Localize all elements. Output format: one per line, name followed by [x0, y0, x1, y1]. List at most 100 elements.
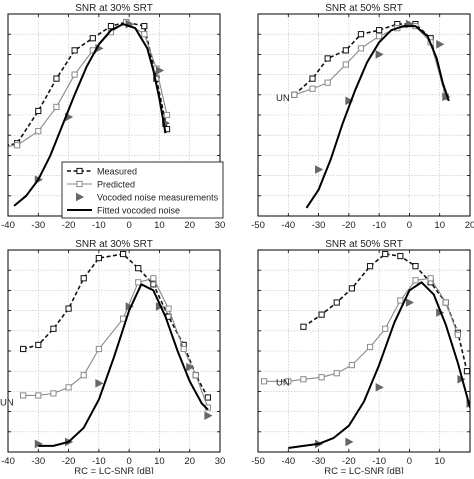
predicted-point [163, 111, 171, 119]
predicted-point [180, 345, 187, 353]
vocoded-point [345, 96, 354, 106]
plot-area [0, 18, 171, 207]
plot-area [291, 19, 451, 209]
vocoded-point [405, 298, 415, 307]
predicted-point [20, 392, 27, 399]
measured-point [412, 263, 419, 270]
legend: Measured Predicted Vocoded noise measureme… [61, 161, 224, 219]
plot-area [20, 250, 213, 449]
predicted-point [309, 85, 316, 92]
measured-point [141, 23, 148, 30]
measured-point [89, 35, 96, 42]
series-predicted-line [264, 277, 459, 382]
predicted-point [324, 79, 331, 86]
predicted-point [13, 142, 21, 149]
x-tick-label: 20 [465, 220, 474, 231]
measured-point [382, 250, 389, 258]
x-tick-label: -10 [92, 220, 106, 231]
x-tick-label: -10 [92, 456, 106, 467]
predicted-point [71, 71, 78, 78]
measured-point [65, 305, 72, 312]
predicted-point [300, 376, 307, 383]
series-predicted-line [294, 25, 447, 97]
panel-bottom-left: -40 -30 -20 -10 0 10 20 30 SNR at 30% SRT RC = LC… [0, 239, 226, 477]
x-tick-label: 30 [215, 456, 226, 467]
predicted-point [80, 372, 87, 379]
legend-marker-vocoded [76, 192, 85, 202]
legend-marker-measured [76, 167, 83, 175]
series-fitted-line [13, 23, 167, 207]
panel-title: SNR at 50% SRT [325, 3, 403, 14]
un-label: UN [276, 93, 290, 104]
predicted-point [53, 103, 60, 111]
x-tick-label: -50 [251, 220, 265, 231]
predicted-point [342, 61, 349, 68]
predicted-point [427, 275, 434, 282]
predicted-point [0, 145, 2, 150]
x-tick-label: 30 [215, 220, 226, 231]
series-fitted-line [288, 281, 470, 449]
vocoded-point [375, 383, 384, 392]
un-label: UN [0, 398, 14, 409]
x-tick-label: -30 [31, 456, 45, 467]
measured-point [324, 55, 331, 62]
predicted-point [348, 362, 355, 369]
panel-title: SNR at 50% SRT [325, 239, 403, 250]
series-fitted-line [38, 283, 209, 447]
x-tick-label: -20 [62, 220, 76, 231]
predicted-point [95, 345, 102, 353]
vocoded-point [436, 40, 445, 49]
predicted-point [65, 384, 72, 391]
measured-point [333, 299, 340, 306]
series-fitted-line [305, 25, 450, 209]
x-tick-label: 0 [126, 456, 131, 467]
legend-label: Measured [97, 167, 137, 177]
measured-point [357, 31, 365, 38]
measured-point [342, 47, 349, 54]
measured-point [300, 323, 307, 330]
x-tick-label: -50 [251, 456, 265, 467]
predicted-point [291, 91, 298, 98]
x-tick-label: 0 [126, 220, 131, 231]
measured-point [463, 368, 470, 375]
x-tick-label: -40 [281, 220, 295, 231]
x-tick-label: -30 [31, 220, 45, 231]
x-tick-label: -10 [372, 220, 386, 231]
predicted-point [35, 128, 42, 135]
predicted-point [285, 378, 292, 385]
x-tick-label: -40 [1, 456, 15, 467]
predicted-point [150, 275, 157, 282]
predicted-point [442, 299, 449, 306]
predicted-point [135, 279, 142, 286]
measured-point [135, 265, 142, 272]
measured-point [0, 145, 2, 150]
vocoded-point [375, 50, 384, 59]
axes-frame [7, 249, 221, 453]
panel-bottom-right: -50 -40 -30 -20 -10 0 10 SNR at 50% SRT RC = LC-… [251, 239, 471, 477]
predicted-point [318, 374, 325, 381]
un-label: UN [276, 377, 290, 388]
predicted-point [165, 305, 172, 312]
x-tick-label: -20 [62, 456, 76, 467]
legend-box [61, 161, 224, 219]
predicted-point [333, 370, 340, 377]
x-axis-label: RC = LC-SNR [dB] [74, 466, 153, 474]
measured-point [35, 107, 42, 115]
measured-point [50, 325, 57, 332]
panel-title: SNR at 30% SRT [75, 3, 153, 14]
measured-point [119, 250, 127, 258]
predicted-point [35, 392, 42, 399]
x-axis-label: RC = LC-SNR [dB] [324, 466, 403, 474]
predicted-point [357, 45, 365, 52]
x-tick-label: -30 [312, 220, 326, 231]
vocoded-point [155, 66, 165, 75]
plot-area [260, 250, 470, 449]
predicted-point [376, 33, 383, 40]
x-tick-label: 0 [407, 456, 412, 467]
x-tick-label: 10 [154, 456, 165, 467]
axes-frame [257, 249, 471, 453]
legend-label: Predicted [97, 180, 135, 190]
panel-top-right: -50 -40 -30 -20 -10 0 10 20 SNR at 50% SRT UN [251, 3, 474, 231]
measured-point [20, 345, 27, 353]
